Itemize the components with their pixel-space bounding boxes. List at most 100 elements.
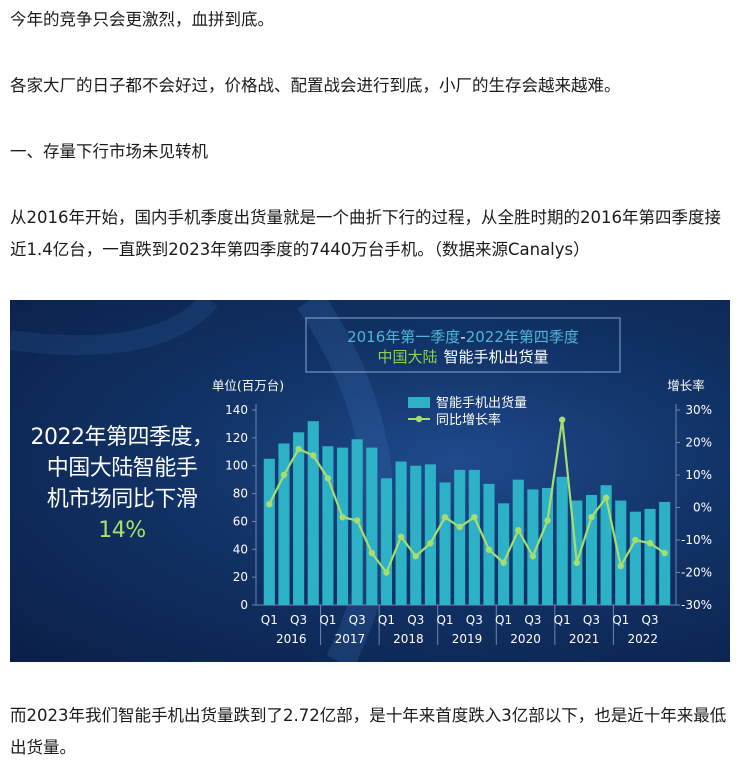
bar [600, 485, 612, 605]
bar [322, 446, 334, 605]
growth-line [268, 419, 666, 575]
y-left-tick-label: 120 [225, 431, 248, 445]
x-year-label: 2017 [335, 632, 366, 646]
x-tick-label: Q3 [641, 613, 658, 627]
bar [336, 447, 349, 605]
growth-point [383, 569, 390, 576]
x-tick-label: Q1 [436, 613, 453, 627]
growth-point [485, 546, 493, 553]
y-left-tick-label: 0 [240, 598, 248, 612]
growth-point [573, 559, 581, 566]
article-paragraph-3: 从2016年开始，国内手机季度出货量就是一个曲折下行的过程，从全胜时期的2016… [10, 208, 721, 259]
y-right-tick-label: 10% [685, 468, 712, 482]
bar [498, 503, 510, 605]
x-tick-label: Q3 [349, 613, 366, 627]
bar [556, 476, 568, 605]
section-heading: 一、存量下行市场未见转机 [10, 142, 208, 161]
chart-title-line1: 2016年第一季度-2022年第四季度 [347, 328, 579, 346]
bar [541, 488, 554, 605]
bar [366, 447, 378, 605]
x-year-label: 2022 [627, 632, 658, 646]
growth-point [500, 559, 507, 566]
growth-point [515, 527, 522, 534]
growth-point [617, 562, 624, 570]
article-paragraph-2: 各家大厂的日子都不会好过，价格战、配置战会进行到底，小厂的生存会越来越难。 [10, 76, 621, 95]
growth-point [471, 514, 478, 521]
x-year-label: 2016 [276, 632, 307, 646]
growth-point [412, 553, 419, 560]
bar [512, 479, 524, 605]
growth-point [368, 549, 376, 557]
x-tick-label: Q1 [554, 613, 571, 627]
bar [307, 421, 319, 605]
x-year-label: 2019 [452, 632, 483, 646]
article-paragraph-1: 今年的竞争只会更激烈，血拼到底。 [10, 10, 274, 29]
infographic-line-3: 机市场同比下滑 [46, 487, 198, 512]
y-left-tick-label: 100 [225, 459, 248, 473]
x-tick-label: Q3 [583, 613, 600, 627]
bar [439, 482, 451, 605]
y-left-tick-label: 60 [233, 514, 248, 528]
growth-point [646, 540, 654, 547]
chart-title-part: 2016年第一季度 [347, 328, 460, 346]
bar [395, 461, 407, 605]
chart-image: 2016年第一季度-2022年第四季度 中国大陆 智能手机出货量 单位(百万台) … [10, 300, 730, 662]
chart-title-part: 2022年第四季度 [466, 328, 579, 346]
bar [293, 432, 305, 605]
y-right-tick-label: -20% [681, 566, 712, 580]
legend-bar-swatch [408, 397, 430, 408]
x-tick-label: Q3 [466, 613, 483, 627]
legend-bar-label: 智能手机出货量 [436, 395, 527, 411]
growth-point [544, 517, 551, 524]
y-left-tick-label: 40 [233, 542, 248, 556]
growth-point [353, 517, 361, 524]
growth-point [602, 494, 610, 501]
title-box [305, 317, 621, 373]
x-tick-label: Q1 [319, 613, 336, 627]
x-tick-label: Q3 [407, 613, 424, 627]
x-tick-label: Q1 [261, 613, 278, 627]
background-swoosh [10, 300, 218, 355]
y-right-tick-label: 20% [685, 436, 712, 450]
y-left-tick-label: 20 [233, 570, 248, 584]
growth-point [632, 536, 639, 544]
bar [380, 478, 393, 605]
bar [454, 469, 466, 605]
legend-line-label: 同比增长率 [436, 412, 501, 428]
growth-point [558, 416, 566, 423]
bar [424, 464, 436, 605]
infographic-highlight: 14% [98, 518, 146, 543]
bar [629, 511, 641, 605]
growth-point [441, 514, 449, 521]
x-tick-label: Q3 [290, 613, 307, 627]
bar [263, 458, 275, 605]
x-year-label: 2020 [510, 632, 541, 646]
chart-title-part: - [460, 328, 465, 346]
y-right-axis-label: 增长率 [667, 378, 705, 393]
infographic-line-2: 中国大陆智能手 [46, 456, 198, 481]
bar [483, 483, 495, 605]
y-right-tick-label: -10% [681, 533, 712, 547]
line-series [266, 416, 668, 576]
growth-point [324, 475, 332, 482]
y-left-axis-label: 单位(百万台) [212, 378, 284, 393]
growth-point [339, 514, 346, 521]
growth-point [427, 540, 434, 547]
bar [585, 494, 598, 605]
bar [278, 443, 290, 605]
chart-title-line2: 中国大陆 智能手机出货量 [377, 348, 548, 366]
y-left-tick-label: 140 [225, 403, 248, 417]
x-tick-label: Q3 [524, 613, 541, 627]
growth-point [266, 501, 273, 508]
x-tick-label: Q1 [495, 613, 512, 627]
growth-point [588, 514, 595, 521]
y-right-tick-label: 0% [693, 501, 712, 515]
x-year-label: 2021 [569, 632, 600, 646]
x-year-label: 2018 [393, 632, 424, 646]
y-left-tick-label: 80 [233, 487, 248, 501]
y-right-tick-label: -30% [681, 598, 712, 612]
growth-point [280, 471, 288, 479]
bar [468, 469, 480, 605]
chart-title-part: 智能手机出货量 [444, 348, 549, 366]
